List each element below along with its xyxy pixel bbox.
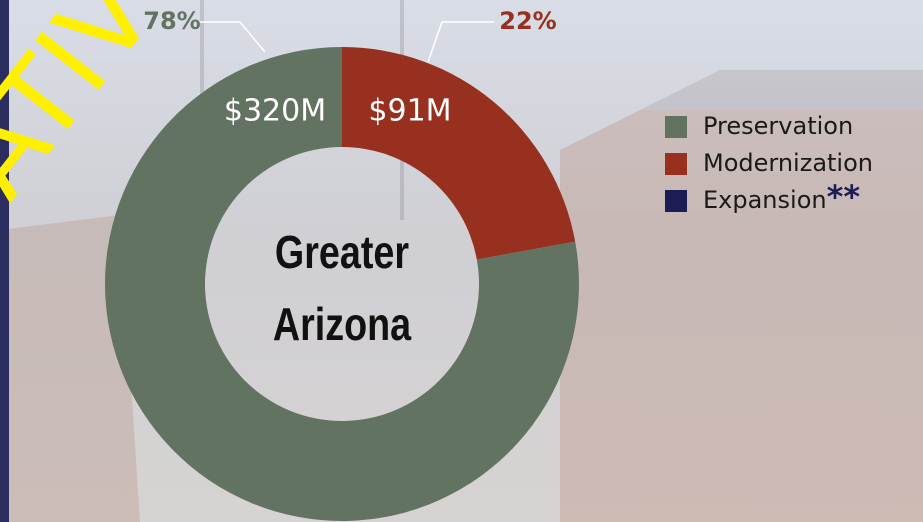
legend-label: Preservation (703, 112, 853, 140)
legend-label: Modernization (703, 149, 873, 177)
legend-swatch (665, 153, 687, 175)
percent-label: 22% (499, 7, 556, 35)
value-label: $91M (368, 94, 451, 129)
center-label: Greater (275, 227, 409, 278)
legend-name: Preservation (703, 112, 853, 140)
chart: Greater Arizona ATIV $320M$91M78%22%Pres… (0, 0, 923, 522)
percent-label: 78% (143, 7, 200, 35)
legend-suffix: ** (827, 178, 861, 216)
legend-swatch (665, 116, 687, 138)
legend-swatch (665, 190, 687, 212)
page: Greater Arizona ATIV $320M$91M78%22%Pres… (0, 0, 923, 522)
legend-name: Modernization (703, 149, 873, 177)
center-label: Arizona (273, 299, 412, 350)
value-label: $320M (224, 94, 326, 129)
legend-name: Expansion (703, 186, 827, 214)
